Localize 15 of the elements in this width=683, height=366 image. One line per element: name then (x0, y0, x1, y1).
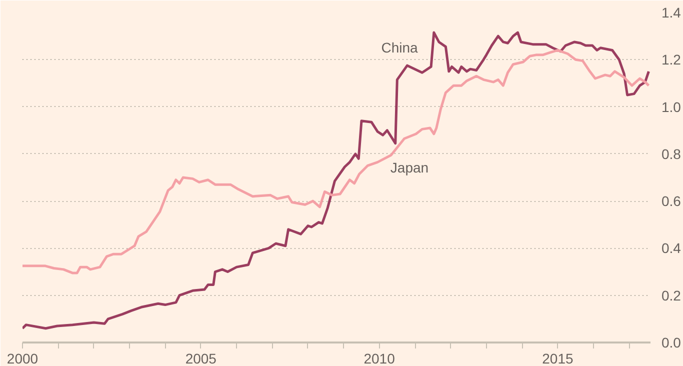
y-tick-label: 0.2 (662, 287, 682, 304)
x-tick-label: 2010 (364, 350, 396, 366)
y-tick-label: 0.8 (662, 146, 682, 162)
x-tick-label: 2015 (542, 350, 574, 366)
y-tick-label: 1.4 (662, 4, 682, 20)
y-tick-label: 0.4 (662, 240, 682, 256)
series-label: China (381, 40, 418, 56)
x-tick-label: 2000 (6, 350, 38, 366)
y-tick-label: 0.0 (662, 334, 682, 350)
series-label: Japan (390, 160, 429, 176)
y-tick-label: 1.2 (662, 52, 682, 68)
y-tick-label: 1.0 (662, 98, 682, 115)
y-tick-label: 0.6 (662, 193, 682, 210)
line-series (22, 31, 650, 330)
x-tick-label: 2005 (185, 350, 217, 366)
